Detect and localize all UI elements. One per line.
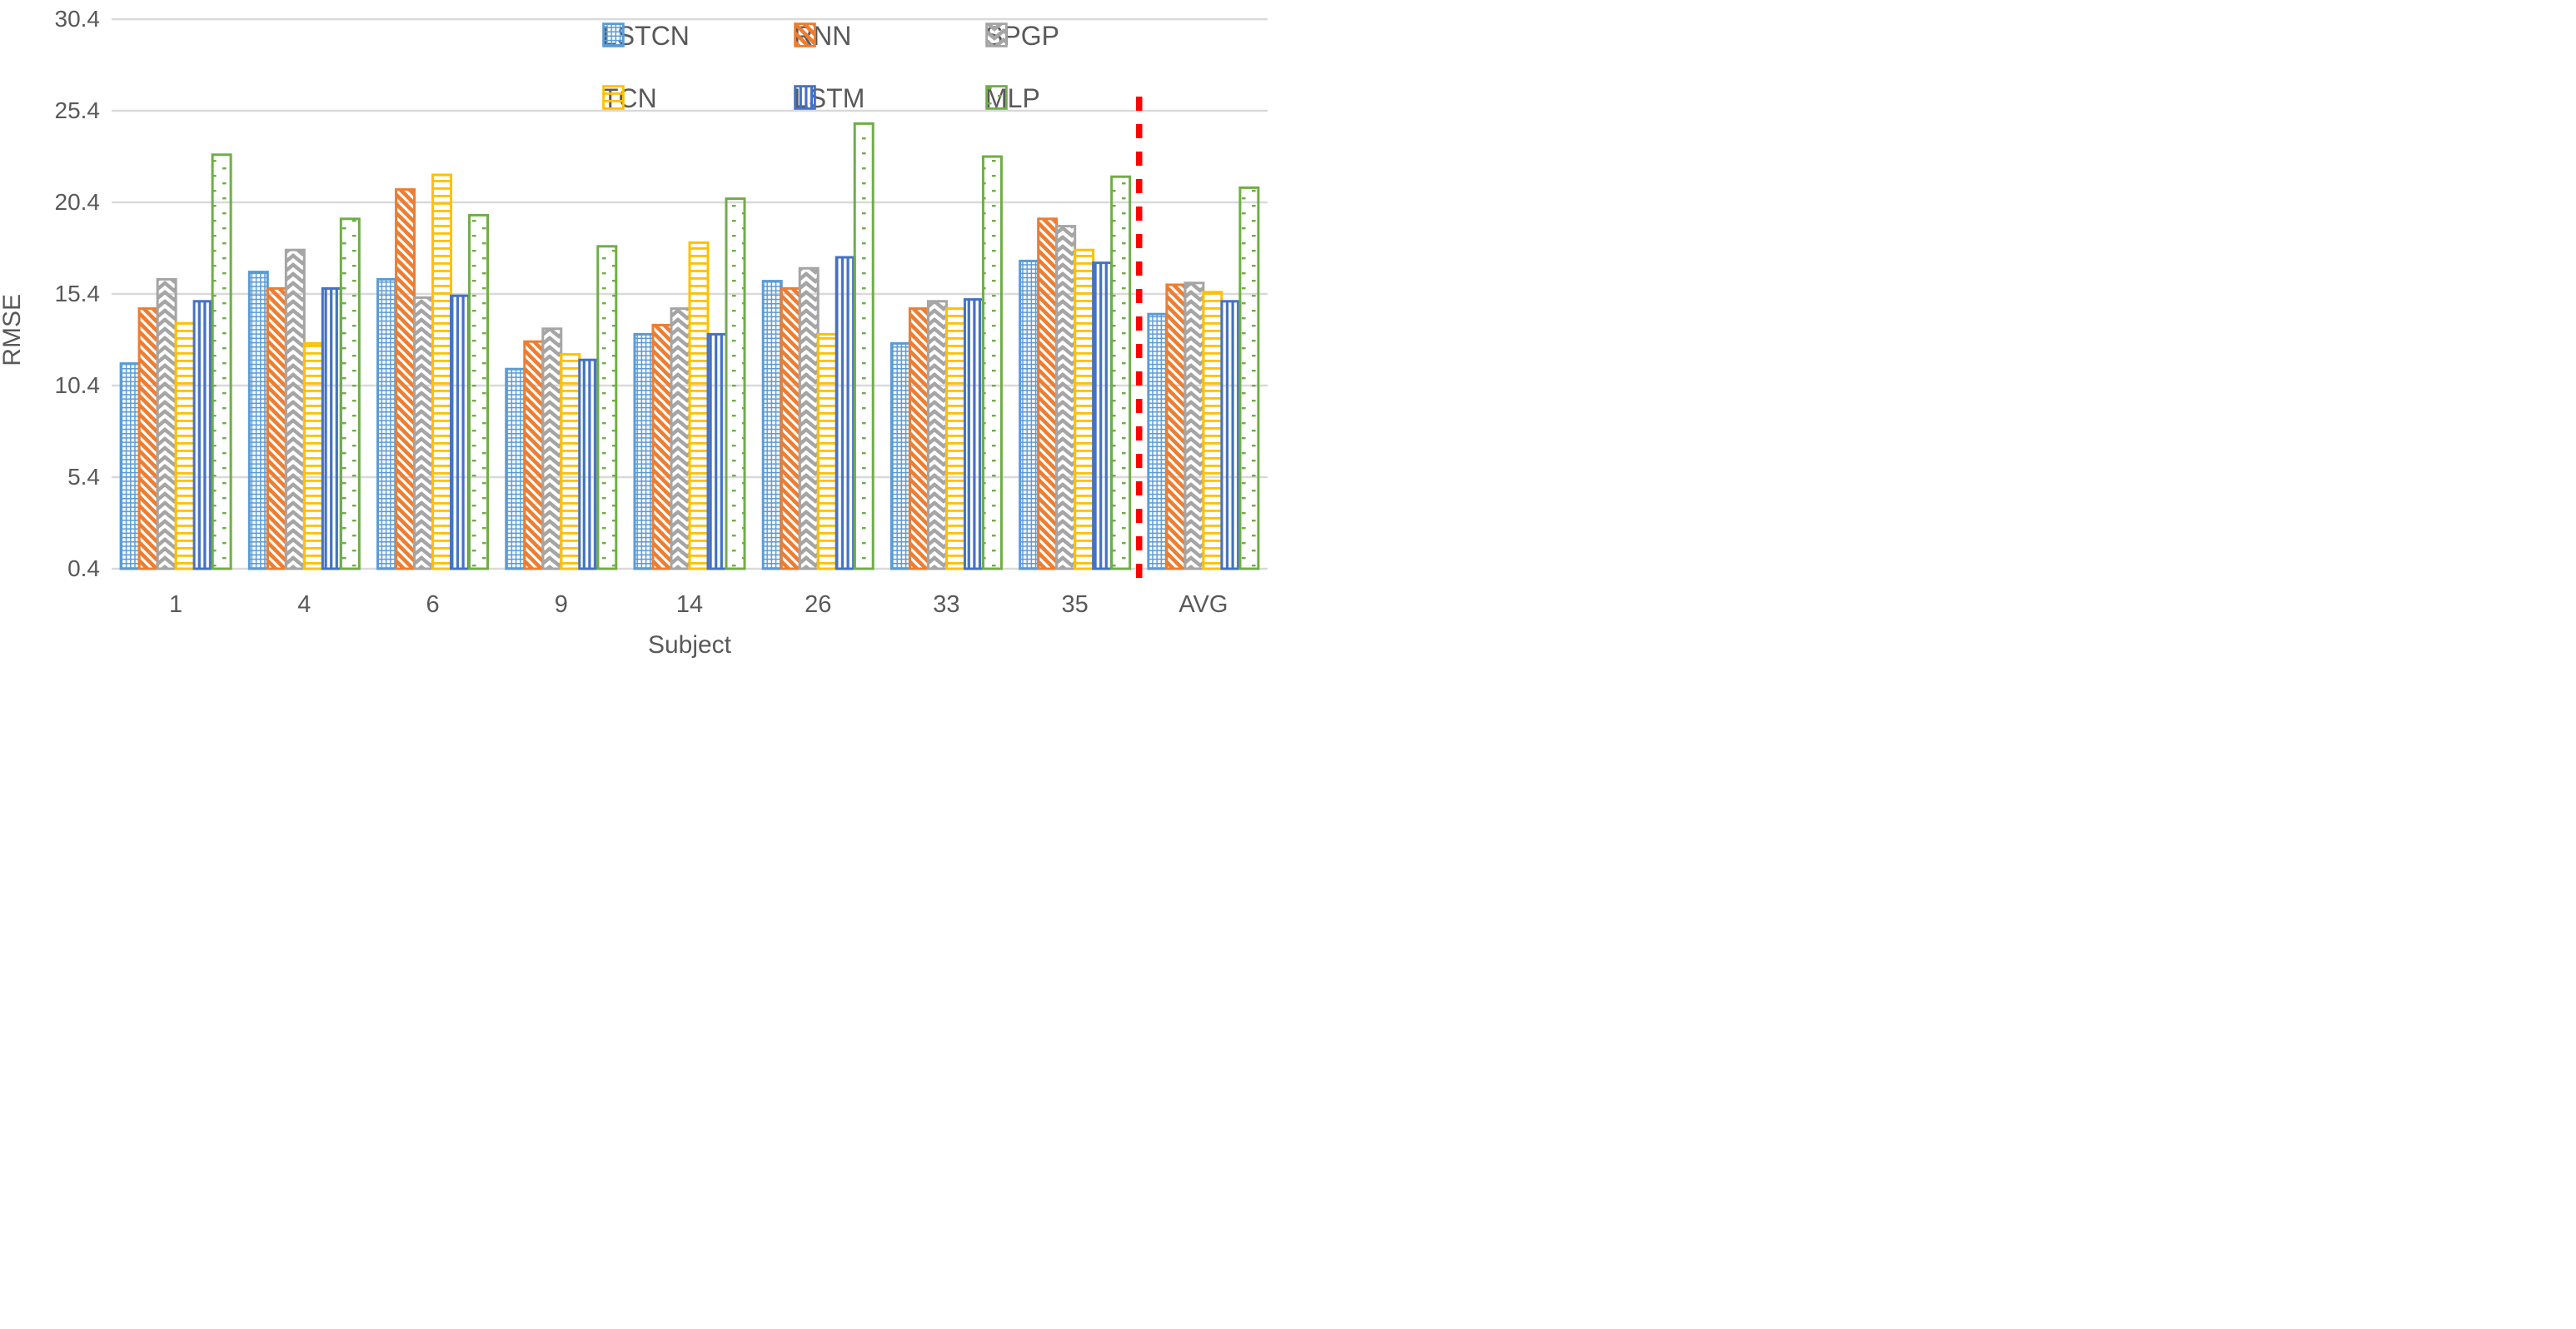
- x-tick-label: 26: [805, 591, 831, 618]
- bar-RNN-AVG: [1165, 283, 1187, 570]
- bar-LSTM-9: [578, 358, 600, 570]
- bar-LSTCN-4: [247, 271, 269, 570]
- y-tick-label: 25.4: [55, 97, 101, 123]
- bar-MLP-26: [853, 122, 874, 570]
- bar-SPGP-14: [670, 307, 691, 570]
- bar-TCN-6: [431, 173, 453, 570]
- bar-RNN-1: [137, 307, 159, 570]
- x-tick-label: 14: [676, 591, 703, 618]
- bar-RNN-14: [651, 323, 673, 570]
- bar-SPGP-33: [926, 300, 948, 570]
- bar-SPGP-4: [284, 248, 306, 570]
- x-tick-label: 4: [297, 591, 311, 618]
- bar-RNN-35: [1037, 217, 1059, 570]
- y-tick-label: 20.4: [55, 189, 101, 215]
- bar-TCN-35: [1074, 248, 1095, 570]
- bar-MLP-9: [596, 245, 618, 570]
- bar-RNN-26: [780, 286, 801, 570]
- y-tick-label: 5.4: [67, 464, 100, 490]
- bar-TCN-26: [816, 332, 838, 570]
- bar-TCN-33: [944, 307, 966, 570]
- y-tick-label: 10.4: [55, 372, 101, 398]
- y-tick-label: 0.4: [67, 555, 100, 581]
- bar-MLP-AVG: [1238, 186, 1260, 570]
- bar-RNN-4: [266, 286, 287, 570]
- bar-SPGP-1: [156, 277, 177, 570]
- bar-LSTCN-35: [1019, 259, 1040, 570]
- x-tick-label: 6: [426, 591, 439, 618]
- bar-MLP-1: [211, 153, 232, 570]
- bar-MLP-33: [981, 155, 1003, 570]
- bar-LSTM-6: [450, 294, 471, 570]
- bar-LSTCN-26: [761, 280, 783, 570]
- bar-LSTM-35: [1092, 261, 1114, 570]
- bar-LSTCN-33: [889, 341, 911, 570]
- bar-MLP-6: [468, 213, 490, 570]
- bar-LSTM-14: [706, 332, 728, 570]
- bar-LSTCN-9: [505, 367, 526, 570]
- x-tick-label: 1: [169, 591, 182, 618]
- bar-LSTCN-AVG: [1147, 312, 1168, 570]
- bar-LSTCN-1: [119, 362, 141, 570]
- bar-LSTM-4: [321, 286, 342, 570]
- y-tick-labels: 0.4 5.4 10.4 15.4 20.4 25.4 30.4: [55, 6, 101, 581]
- bar-RNN-9: [523, 340, 545, 570]
- bar-TCN-4: [302, 341, 324, 570]
- bar-LSTM-33: [963, 298, 984, 570]
- x-tick-label: AVG: [1178, 591, 1228, 618]
- x-axis-title: Subject: [647, 631, 732, 659]
- bar-TCN-1: [174, 321, 196, 570]
- x-tick-label: 33: [933, 591, 959, 618]
- bar-MLP-4: [339, 217, 361, 570]
- bars: [119, 122, 1260, 570]
- bar-SPGP-AVG: [1183, 281, 1205, 570]
- bar-SPGP-9: [541, 327, 563, 570]
- bar-TCN-14: [688, 241, 710, 570]
- bar-TCN-9: [560, 353, 581, 570]
- x-tick-label: 35: [1062, 591, 1089, 618]
- plot-area: 0.45.410.415.420.425.430.4 1 4 6 9 14 26 33 35 A…: [55, 6, 1268, 618]
- bar-LSTCN-6: [376, 277, 398, 570]
- x-tick-label: 9: [555, 591, 568, 618]
- bar-chart-figure: 0.4 5.4 10.4 15.4 20.4 25.4 30.4 1 4 6 9 14 26 33 35 A…: [0, 0, 1288, 664]
- bar-LSTM-26: [835, 256, 856, 570]
- bar-MLP-35: [1110, 175, 1132, 570]
- x-tick-labels: 1 4 6 9 14 26 33 35 AVG: [169, 591, 1228, 618]
- bar-SPGP-6: [413, 296, 435, 570]
- bar-MLP-14: [725, 197, 746, 570]
- bar-RNN-6: [395, 188, 416, 570]
- bar-TCN-AVG: [1202, 291, 1223, 570]
- y-tick-label: 30.4: [55, 6, 101, 32]
- bar-RNN-33: [908, 307, 929, 570]
- bar-LSTCN-14: [633, 332, 655, 570]
- y-tick-label: 15.4: [55, 281, 101, 306]
- bar-SPGP-26: [798, 266, 820, 570]
- bar-LSTM-1: [192, 300, 214, 570]
- bar-LSTM-AVG: [1220, 300, 1242, 570]
- bar-SPGP-35: [1055, 225, 1077, 570]
